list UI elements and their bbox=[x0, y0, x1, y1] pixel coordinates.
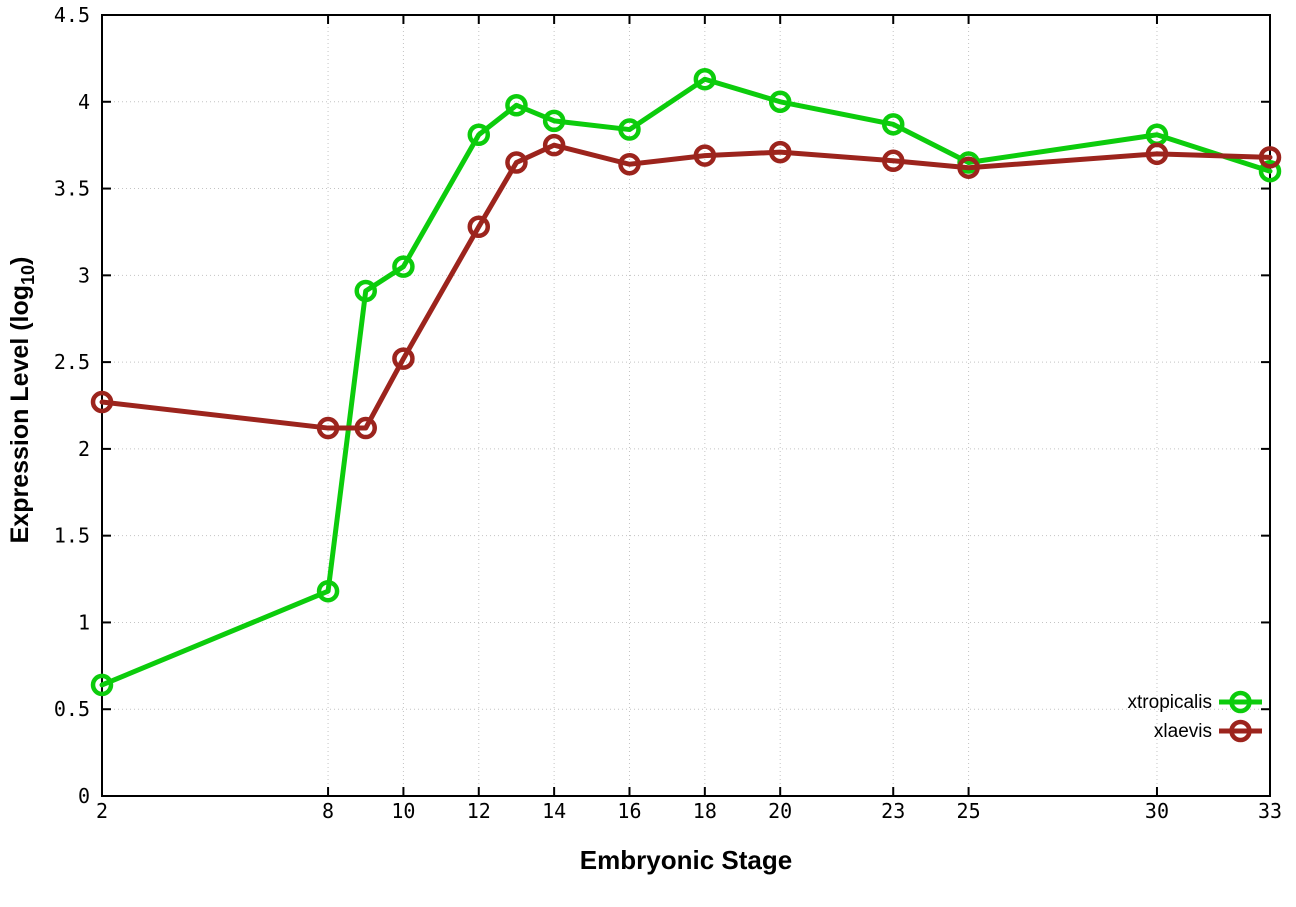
data-point-xlaevis bbox=[392, 347, 415, 370]
x-tick-label: 18 bbox=[693, 799, 717, 823]
data-point-xlaevis bbox=[1258, 146, 1282, 169]
data-point-xtropicalis bbox=[768, 90, 792, 114]
y-axis-title-close: ) bbox=[6, 256, 34, 265]
tick-labels: 2 8 10 12 14 16 18 20 23 25 30 33 0 0.5 1 1.5 2 2.5 3 3.5 4 4… bbox=[54, 3, 1282, 823]
x-axis-title: Embryonic Stage bbox=[579, 845, 793, 875]
legend-marker-sample bbox=[1229, 690, 1252, 714]
data-point-xtropicalis bbox=[881, 113, 905, 136]
data-point-xtropicalis bbox=[354, 279, 377, 303]
x-tick-label: 30 bbox=[1145, 799, 1169, 823]
x-tick-label: 16 bbox=[617, 799, 641, 823]
x-tick-label: 14 bbox=[542, 799, 566, 823]
y-tick-label: 0.5 bbox=[54, 697, 90, 721]
data-point-xlaevis bbox=[1145, 142, 1169, 166]
x-tick-label: 2 bbox=[96, 799, 108, 823]
y-axis-title-subscript: 10 bbox=[18, 264, 38, 285]
data-point-xtropicalis bbox=[505, 93, 528, 117]
data-point-xlaevis bbox=[354, 416, 377, 440]
y-tick-label: 3.5 bbox=[54, 177, 90, 201]
y-tick-label: 2.5 bbox=[54, 350, 90, 374]
legend-label-xtropicalis: xtropicalis bbox=[1128, 692, 1212, 713]
y-axis-title-text: Expression Level (log bbox=[6, 284, 34, 544]
x-tick-label: 33 bbox=[1258, 799, 1282, 823]
data-point-xlaevis bbox=[467, 215, 491, 238]
series-xlaevis bbox=[90, 133, 1282, 440]
series-xtropicalis bbox=[90, 67, 1282, 697]
x-tick-label: 23 bbox=[881, 799, 905, 823]
x-tick-label: 8 bbox=[322, 799, 334, 823]
y-tick-label: 3 bbox=[78, 263, 90, 287]
legend-label-xlaevis: xlaevis bbox=[1154, 721, 1212, 742]
data-point-xlaevis bbox=[316, 416, 340, 440]
axes bbox=[101, 14, 1271, 797]
data-point-xtropicalis bbox=[1258, 159, 1282, 183]
x-tick-label: 25 bbox=[957, 799, 981, 823]
data-point-xtropicalis bbox=[392, 255, 415, 278]
data-point-xlaevis bbox=[618, 153, 641, 176]
data-point-xtropicalis bbox=[693, 67, 717, 91]
x-tick-label: 20 bbox=[768, 799, 792, 823]
data-point-xtropicalis bbox=[467, 123, 491, 147]
data-point-xlaevis bbox=[542, 133, 566, 157]
gridlines bbox=[102, 15, 1270, 796]
x-tick-label: 10 bbox=[391, 799, 415, 823]
legend-marker-sample bbox=[1229, 719, 1252, 743]
legend: xtropicalis xlaevis bbox=[1128, 690, 1262, 743]
y-tick-label: 4.5 bbox=[54, 3, 90, 27]
y-axis-title: Expression Level (log10) bbox=[4, 230, 38, 570]
data-point-xlaevis bbox=[693, 144, 717, 167]
data-point-xtropicalis bbox=[90, 673, 114, 697]
data-point-xlaevis bbox=[505, 151, 528, 174]
data-point-xlaevis bbox=[881, 149, 905, 173]
y-tick-label: 0 bbox=[78, 784, 90, 808]
data-point-xlaevis bbox=[957, 156, 980, 179]
data-point-xlaevis bbox=[90, 390, 114, 414]
data-point-xtropicalis bbox=[618, 118, 641, 141]
data-point-xtropicalis bbox=[316, 579, 340, 603]
data-point-xlaevis bbox=[768, 140, 792, 164]
y-tick-label: 1.5 bbox=[54, 524, 90, 548]
y-tick-label: 4 bbox=[78, 90, 90, 114]
x-tick-label: 12 bbox=[467, 799, 491, 823]
data-point-xtropicalis bbox=[542, 109, 566, 133]
y-tick-label: 2 bbox=[78, 437, 90, 461]
y-tick-label: 1 bbox=[78, 610, 90, 634]
